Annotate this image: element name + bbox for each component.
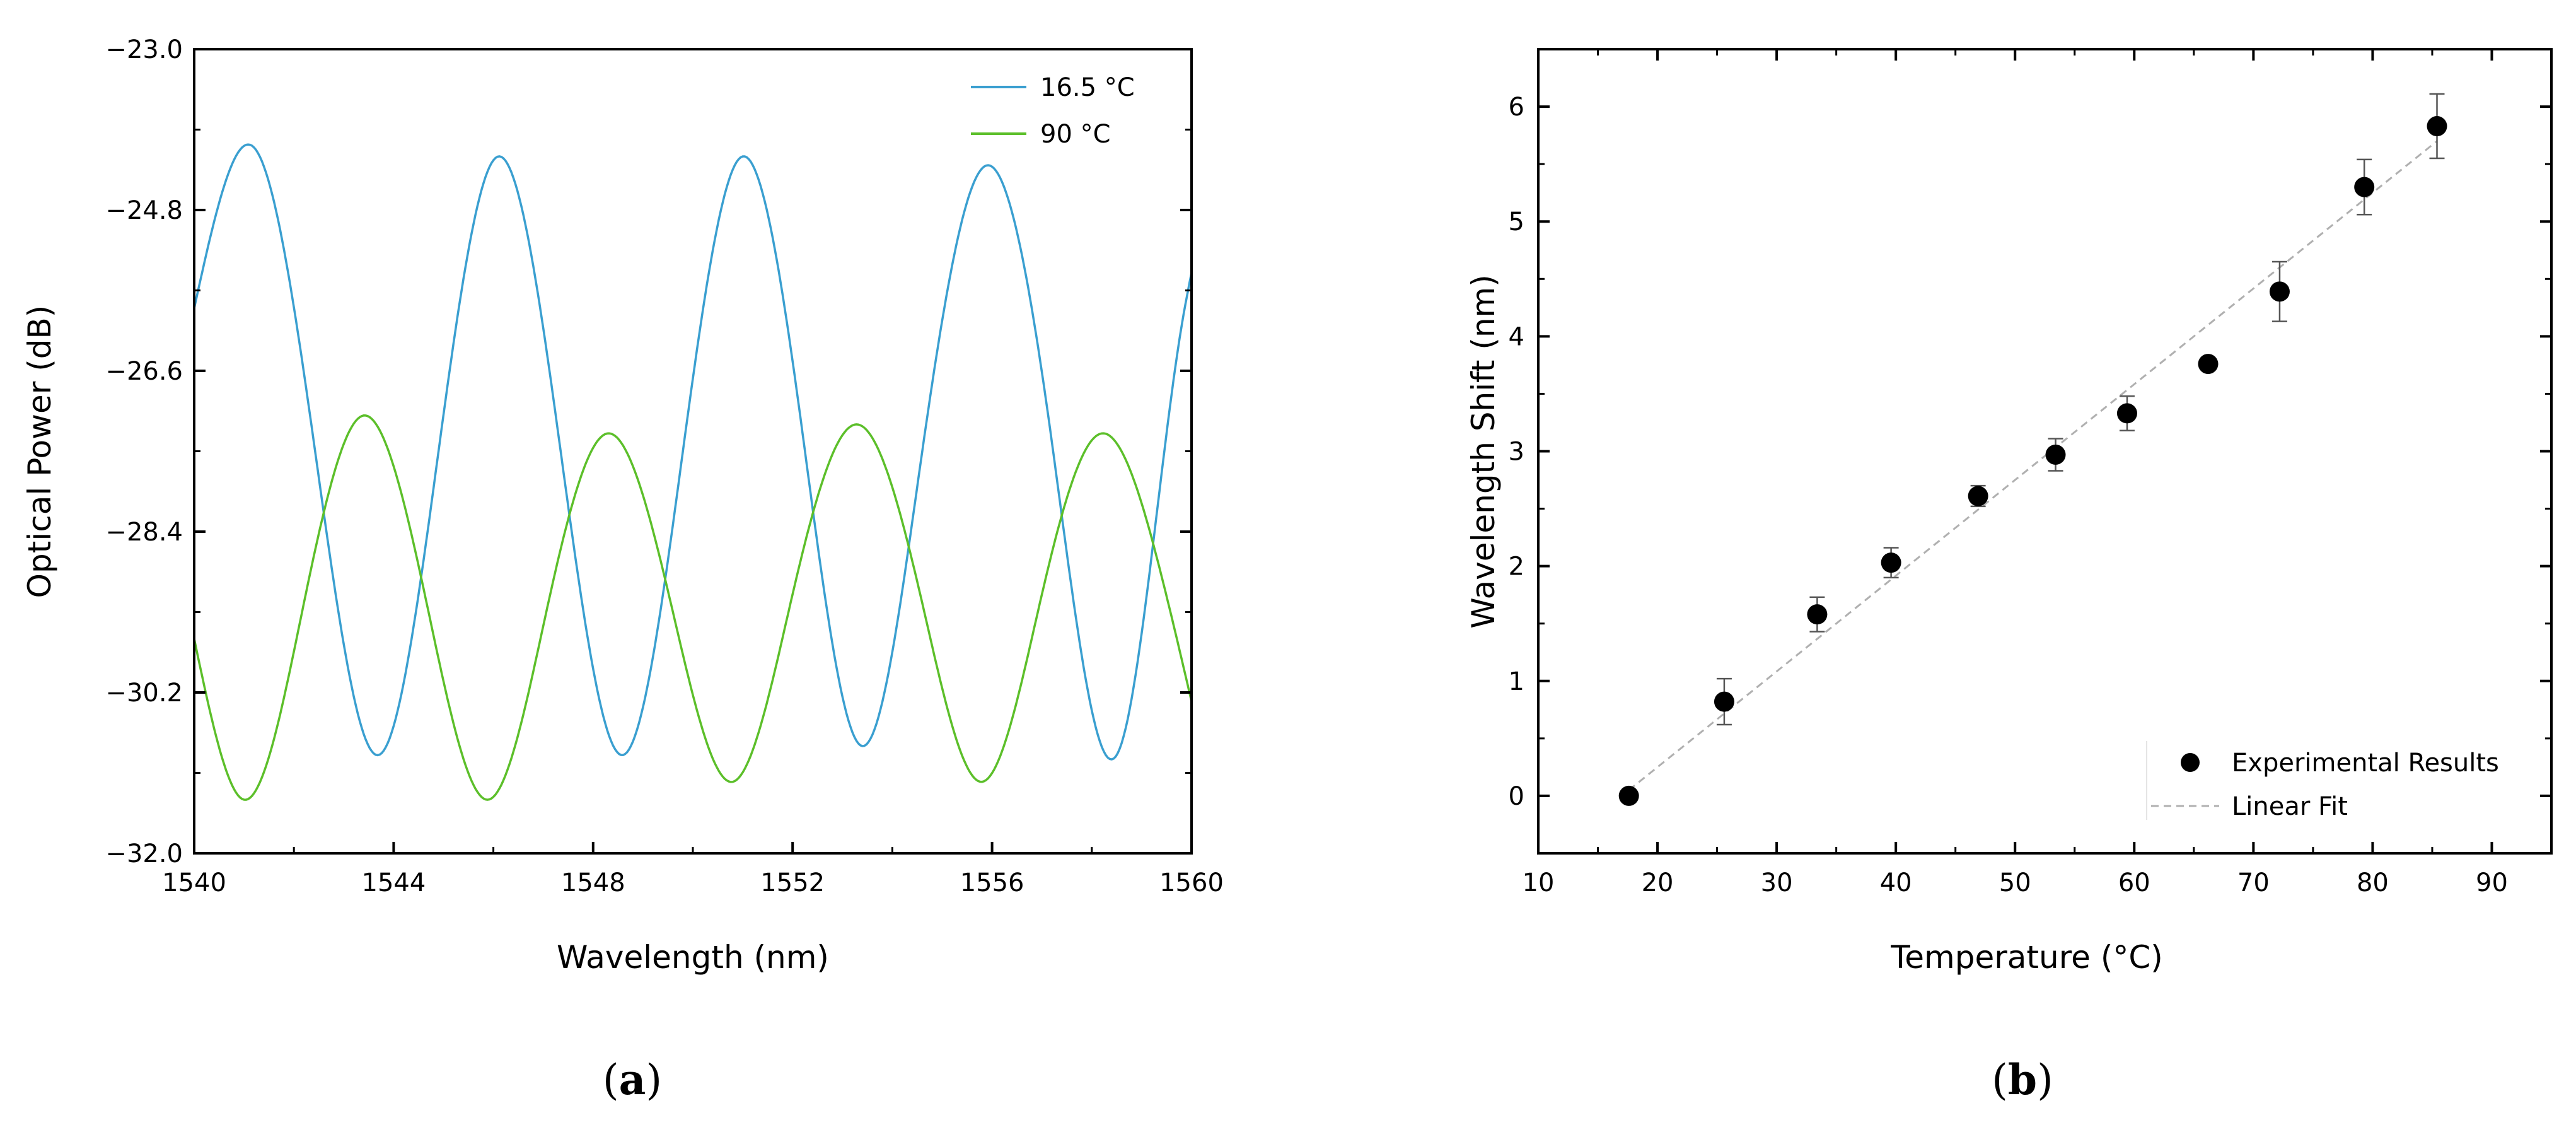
legend-label-experimental: Experimental Results bbox=[2232, 749, 2499, 778]
data-point bbox=[2269, 281, 2290, 302]
data-point bbox=[1714, 691, 1734, 712]
panel-a-plot-frame bbox=[193, 48, 1193, 855]
x-tick-label: 30 bbox=[1761, 868, 1793, 897]
data-point bbox=[2354, 177, 2375, 197]
x-tick-label: 10 bbox=[1523, 868, 1555, 897]
panel-label-a-letter: a bbox=[619, 1055, 646, 1104]
data-point bbox=[2045, 444, 2066, 465]
y-tick-label: −28.4 bbox=[105, 518, 183, 547]
data-point bbox=[1881, 552, 1901, 573]
panel-label-a-close: ) bbox=[646, 1056, 662, 1104]
panel-label-a: (a) bbox=[603, 1055, 662, 1104]
panel-b-x-axis-title: Temperature (°C) bbox=[1890, 939, 2163, 976]
y-tick-label: 3 bbox=[1509, 438, 1524, 467]
x-tick-label: 1560 bbox=[1159, 868, 1224, 897]
x-tick-label: 90 bbox=[2476, 868, 2508, 897]
y-tick-label: −30.2 bbox=[105, 679, 183, 708]
legend-label-90c: 90 °C bbox=[1040, 120, 1111, 149]
panel-label-b-close: ) bbox=[2037, 1056, 2053, 1104]
y-tick-label: 1 bbox=[1509, 667, 1524, 696]
x-tick-label: 1556 bbox=[960, 868, 1024, 897]
legend-label-16-5c: 16.5 °C bbox=[1040, 73, 1135, 102]
x-tick-label: 70 bbox=[2237, 868, 2270, 897]
panel-a-line-chart: 1540 1544 1548 1552 1556 1560 −32.0 −30.2 −28.4 −… bbox=[21, 35, 1224, 1104]
data-point bbox=[1618, 785, 1639, 806]
panel-label-b: (b) bbox=[1992, 1055, 2053, 1104]
y-tick-label: 2 bbox=[1509, 552, 1524, 581]
panel-label-b-letter: b bbox=[2008, 1055, 2037, 1104]
y-tick-label: −26.6 bbox=[105, 357, 183, 386]
y-tick-label: 0 bbox=[1509, 782, 1524, 811]
panel-b-scatter-chart: 10 20 30 40 50 60 70 80 90 0 1 2 3 4 5 6 Temperature (°… bbox=[1465, 48, 2553, 1104]
data-point bbox=[2198, 354, 2219, 375]
x-tick-label: 50 bbox=[1999, 868, 2031, 897]
linear-fit-line bbox=[1628, 140, 2438, 791]
panel-label-a-open: ( bbox=[603, 1056, 619, 1104]
y-tick-label: 5 bbox=[1509, 207, 1524, 236]
panel-b-y-axis-title: Wavelength Shift (nm) bbox=[1465, 274, 1502, 628]
data-point bbox=[2427, 116, 2447, 137]
x-tick-label: 20 bbox=[1642, 868, 1674, 897]
panel-b-legend: Experimental Results Linear Fit bbox=[2146, 741, 2499, 821]
y-tick-label: 6 bbox=[1509, 93, 1524, 122]
y-tick-label: −24.8 bbox=[105, 196, 183, 225]
panel-b-plot-frame bbox=[1537, 48, 2553, 855]
x-tick-label: 60 bbox=[2118, 868, 2150, 897]
data-point bbox=[1807, 604, 1828, 625]
y-tick-label: 4 bbox=[1509, 322, 1524, 351]
y-tick-label: −32.0 bbox=[105, 839, 183, 868]
panel-a-x-axis-title: Wavelength (nm) bbox=[557, 939, 829, 976]
series-line-16-5c bbox=[193, 143, 1193, 761]
data-point bbox=[2116, 403, 2137, 424]
legend-label-linear-fit: Linear Fit bbox=[2232, 792, 2348, 821]
data-point bbox=[1968, 486, 1988, 506]
x-tick-label: 80 bbox=[2357, 868, 2389, 897]
panel-a-y-axis-title: Optical Power (dB) bbox=[21, 305, 58, 599]
panel-label-b-open: ( bbox=[1992, 1056, 2008, 1104]
x-tick-label: 1540 bbox=[162, 868, 226, 897]
x-tick-label: 1544 bbox=[362, 868, 426, 897]
y-tick-label: −23.0 bbox=[105, 35, 183, 64]
x-tick-label: 40 bbox=[1880, 868, 1912, 897]
x-tick-label: 1548 bbox=[561, 868, 625, 897]
legend-marker-experimental bbox=[2181, 753, 2200, 772]
panel-a-legend: 16.5 °C 90 °C bbox=[971, 73, 1135, 149]
series-line-90c bbox=[193, 414, 1193, 801]
x-tick-label: 1552 bbox=[760, 868, 825, 897]
